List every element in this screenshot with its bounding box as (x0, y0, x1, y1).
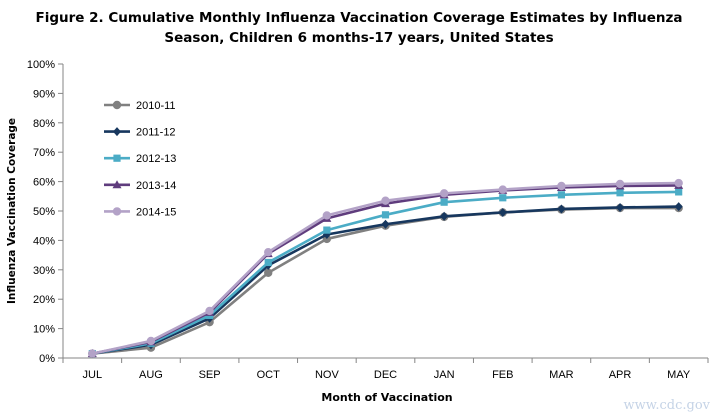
data-point (616, 202, 625, 212)
x-tick-label: MAR (549, 369, 574, 381)
legend-label: 2011-12 (136, 127, 176, 139)
data-point (498, 185, 507, 194)
data-point (674, 202, 683, 212)
x-tick-label: APR (609, 369, 632, 381)
x-tick-label: OCT (257, 369, 281, 381)
legend-marker (112, 180, 122, 189)
x-tick-label: AUG (139, 369, 163, 381)
chart-legend: 2010-11 2011-12 2012-13 2013-14 2014-15 (104, 100, 176, 218)
y-tick-label: 60% (33, 177, 55, 189)
legend-item: 2013-14 (104, 180, 176, 192)
data-point (615, 179, 625, 189)
y-axis-label: Influenza Vaccination Coverage (6, 118, 18, 304)
data-point (616, 189, 624, 197)
series-line (91, 184, 680, 355)
chart-axes: 0% 10% 20% 30% 40% 50% 60% 70% 80% 90% 100% JUL AUG S… (27, 59, 709, 381)
x-tick-label: JUL (83, 369, 103, 381)
legend-item: 2011-12 (104, 127, 176, 139)
chart-title-line-1: Figure 2. Cumulative Monthly Influenza V… (35, 10, 683, 26)
y-tick-label: 70% (33, 147, 55, 159)
data-point (440, 198, 448, 206)
cdc-watermark: www.cdc.gov (623, 398, 710, 413)
data-point (674, 178, 683, 188)
y-tick-label: 10% (33, 324, 55, 336)
data-point (557, 181, 566, 191)
data-point (499, 194, 507, 202)
x-tick-label: SEP (199, 369, 221, 381)
data-point (440, 211, 449, 221)
data-point (88, 349, 97, 358)
legend-marker (112, 100, 122, 110)
series-2012-13 (88, 188, 683, 358)
data-point (557, 204, 566, 214)
legend-label: 2013-14 (136, 180, 176, 192)
legend-marker (113, 154, 121, 162)
data-point (381, 219, 390, 229)
data-point (439, 189, 449, 198)
data-point (322, 211, 332, 220)
x-tick-label: FEB (492, 369, 513, 381)
chart-title: Figure 2. Cumulative Monthly Influenza V… (0, 8, 718, 48)
data-point (557, 191, 566, 199)
legend-item: 2014-15 (104, 206, 176, 218)
chart-series (87, 178, 684, 359)
data-point (264, 247, 273, 257)
data-point (264, 258, 272, 267)
data-point (498, 207, 507, 217)
x-tick-label: MAY (667, 369, 691, 381)
legend-item: 2012-13 (104, 153, 176, 165)
data-point (381, 196, 390, 205)
legend-item: 2010-11 (104, 100, 176, 112)
y-tick-label: 100% (27, 59, 55, 71)
y-tick-label: 0% (39, 353, 55, 365)
data-point (381, 211, 390, 219)
y-tick-label: 40% (33, 235, 55, 247)
legend-label: 2010-11 (136, 100, 176, 112)
legend-label: 2012-13 (136, 153, 176, 165)
data-point (205, 306, 214, 316)
y-tick-label: 50% (33, 206, 55, 218)
y-tick-label: 90% (33, 88, 55, 100)
data-point (675, 188, 683, 196)
y-tick-label: 80% (33, 118, 55, 130)
legend-label: 2014-15 (136, 206, 176, 218)
x-tick-label: NOV (315, 369, 340, 381)
data-point (146, 336, 156, 346)
legend-marker (113, 127, 121, 137)
x-axis-label: Month of Vaccination (321, 391, 452, 404)
data-point (323, 226, 331, 234)
y-tick-label: 30% (33, 265, 55, 277)
chart-title-line-2: Season, Children 6 months-17 years, Unit… (164, 30, 554, 46)
series-2011-12 (88, 202, 683, 359)
data-point (264, 268, 273, 277)
x-tick-label: JAN (434, 369, 455, 381)
x-tick-label: DEC (374, 369, 397, 381)
legend-marker (112, 207, 122, 216)
series-2014-15 (88, 178, 683, 358)
y-tick-label: 20% (33, 294, 55, 306)
